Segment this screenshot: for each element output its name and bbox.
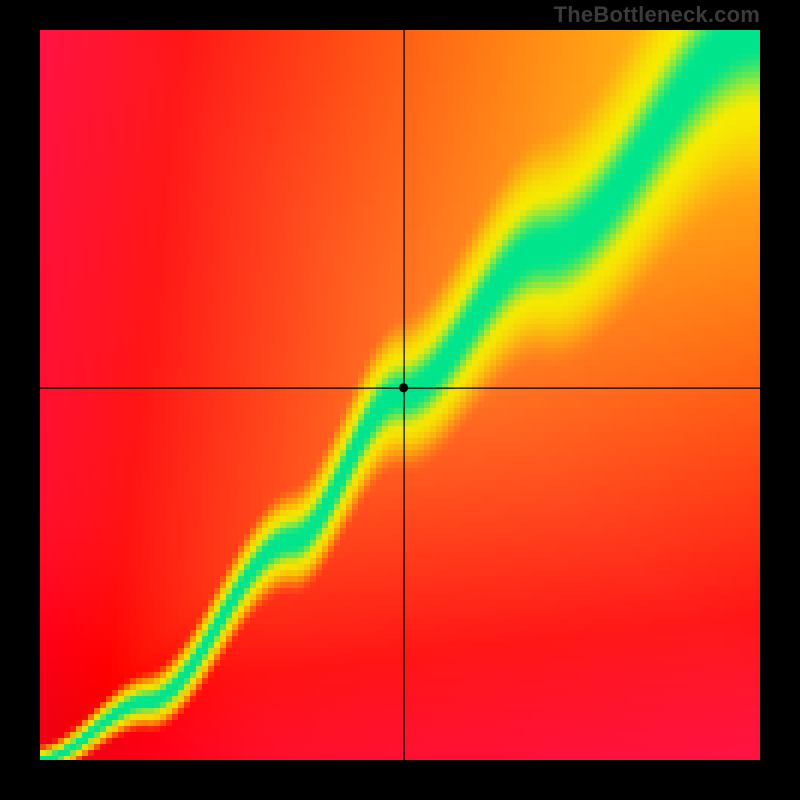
bottleneck-heatmap <box>40 30 760 760</box>
attribution-text: TheBottleneck.com <box>554 2 760 28</box>
stage: TheBottleneck.com <box>0 0 800 800</box>
